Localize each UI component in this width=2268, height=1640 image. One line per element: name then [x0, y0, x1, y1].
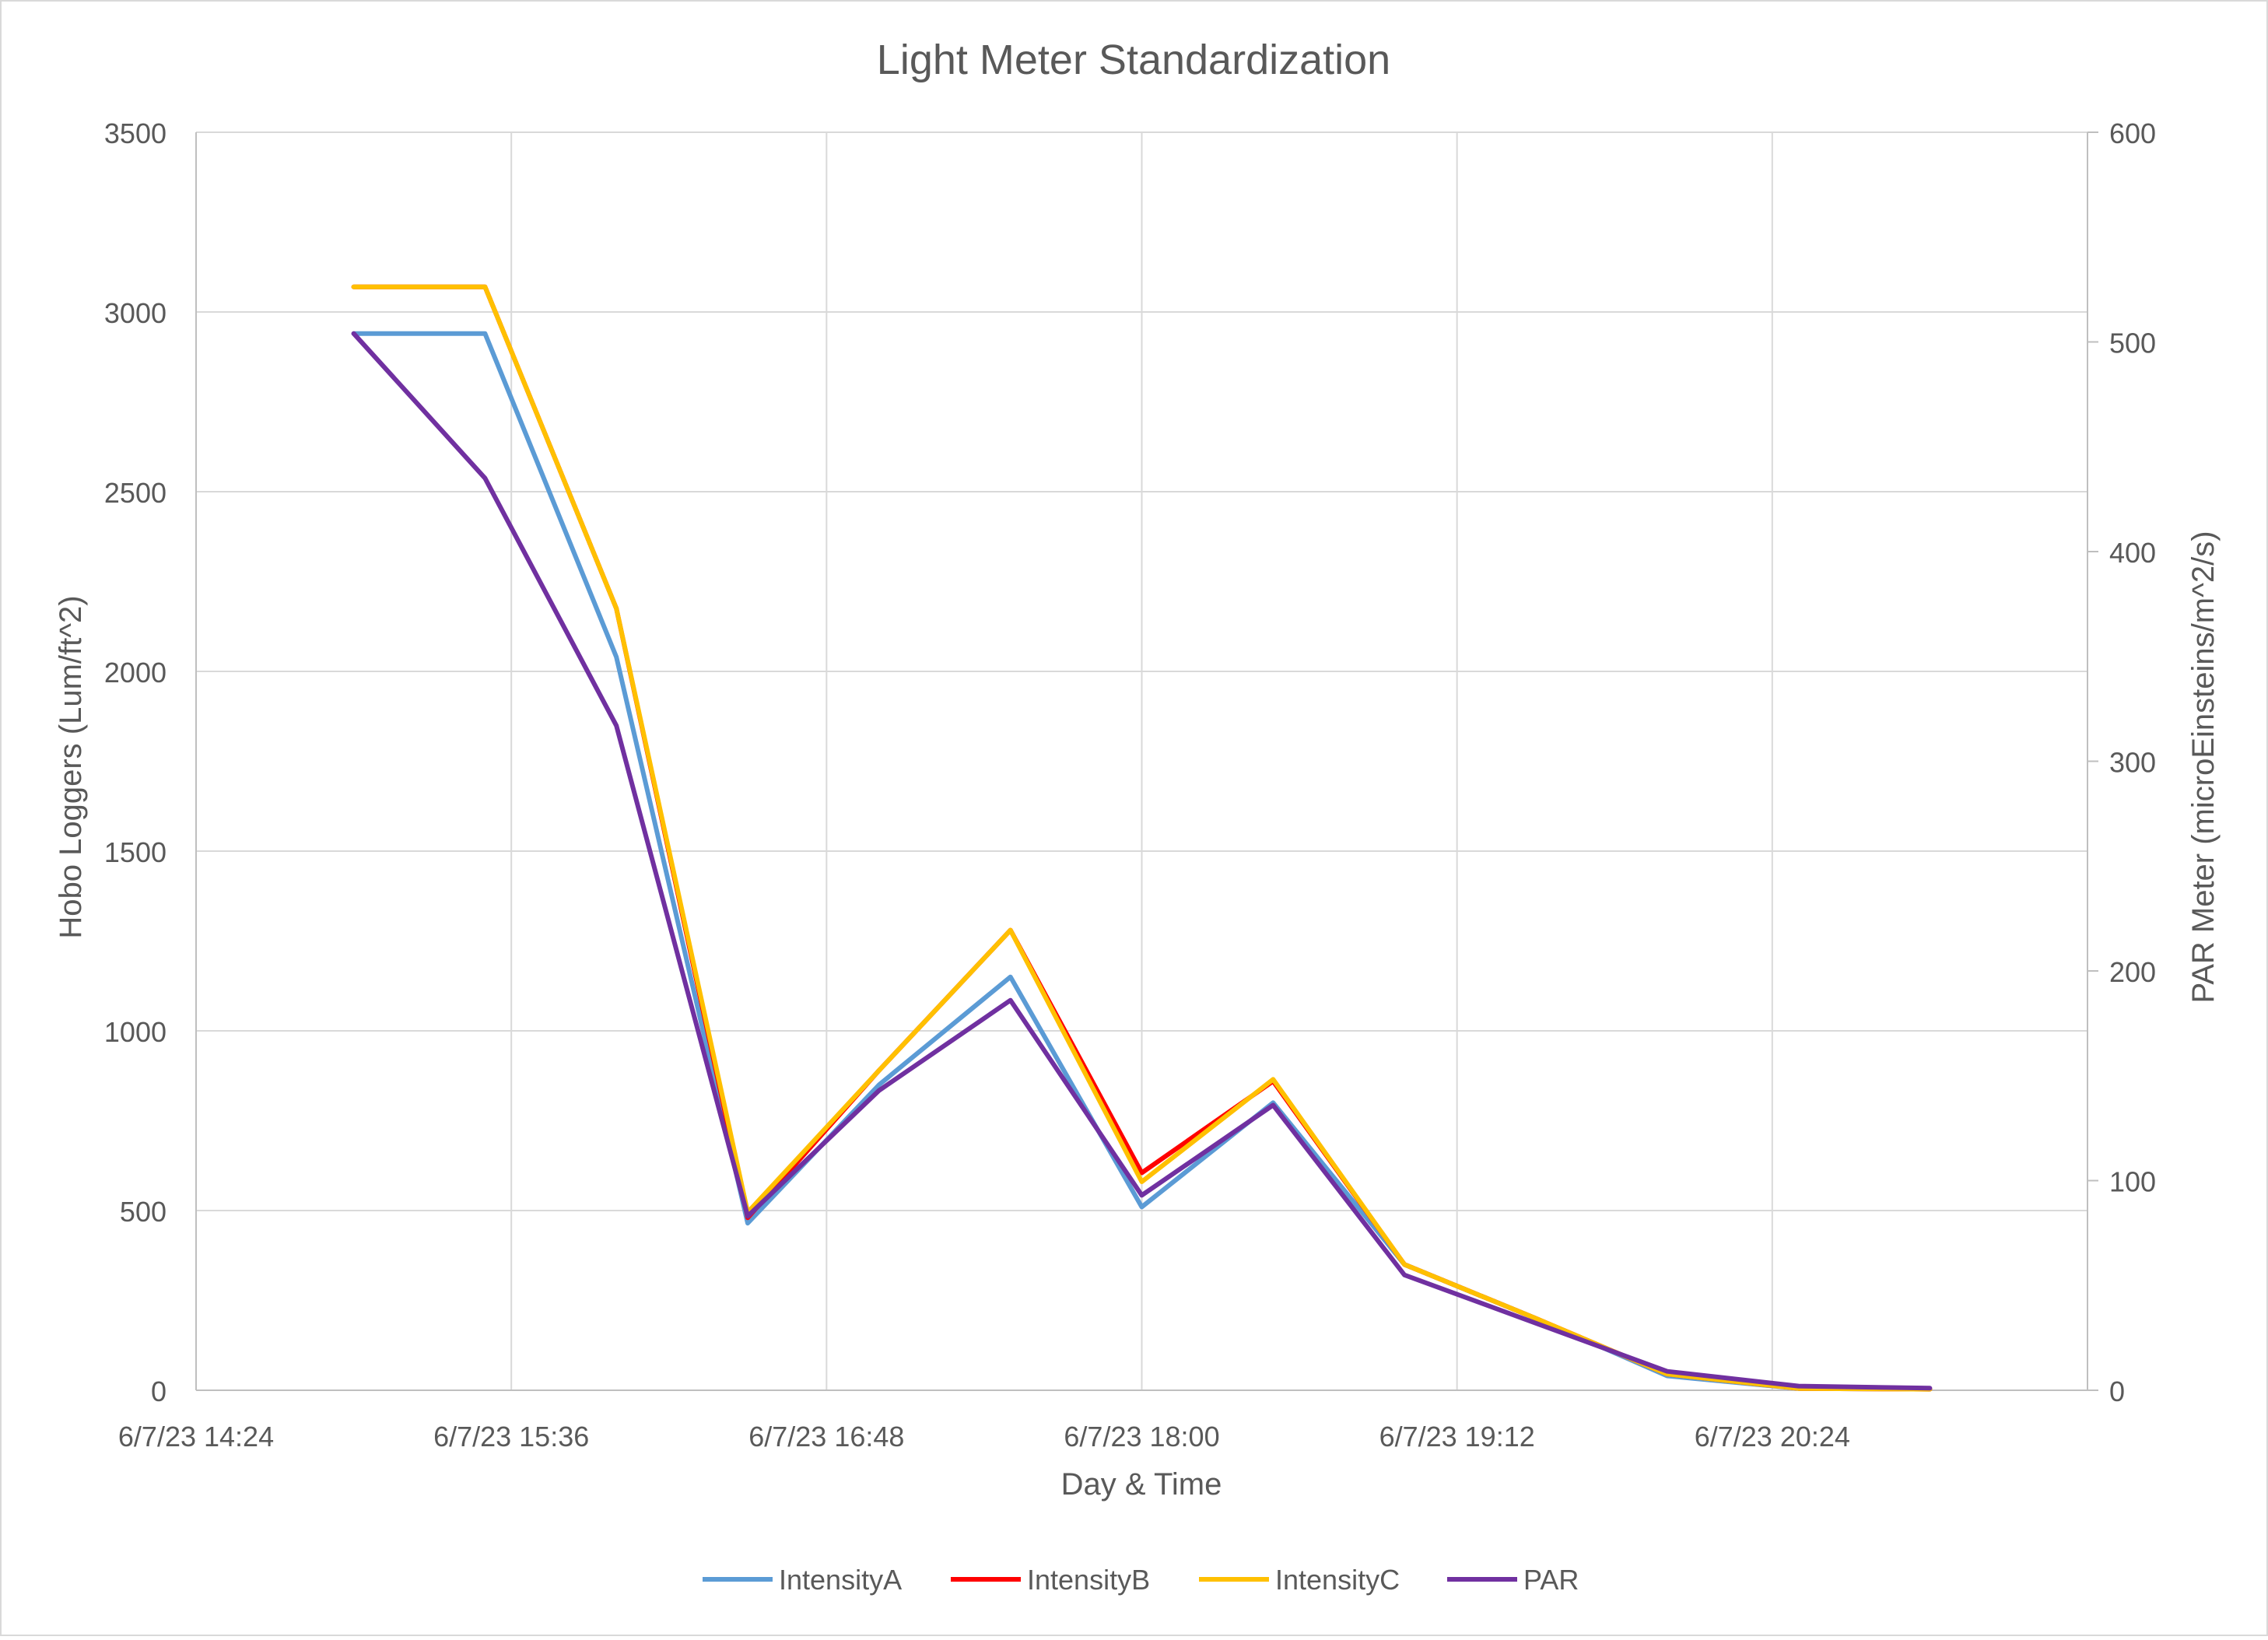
series-line-intensityc: [351, 284, 1933, 1392]
y2-axis-label: PAR Meter (microEinsteins/m^2/s): [2186, 531, 2221, 1003]
x-tick-label: 6/7/23 16:48: [748, 1421, 904, 1453]
axes: 0 500 1000 1500 2000 2500 3000 3500 0 100 200 300 40…: [104, 117, 2156, 1453]
y-tick-label: 3500: [104, 117, 167, 149]
x-tick-label: 6/7/23 19:12: [1379, 1421, 1535, 1453]
legend-label-intensityc: IntensityC: [1275, 1564, 1400, 1596]
y2-tick-label: 400: [2109, 537, 2156, 569]
y2-tick-label: 100: [2109, 1166, 2156, 1198]
y-tick-label: 3000: [104, 297, 167, 329]
y2-tick-label: 500: [2109, 328, 2156, 359]
x-axis-label: Day & Time: [1061, 1467, 1222, 1502]
legend-label-intensitya: IntensityA: [779, 1564, 902, 1596]
y2-tick-label: 600: [2109, 117, 2156, 149]
series-line-par: [351, 331, 1933, 1391]
y2-tick-label: 300: [2109, 747, 2156, 779]
x-tick-label: 6/7/23 18:00: [1064, 1421, 1219, 1453]
y-tick-label: 2500: [104, 477, 167, 509]
y-tick-label: 2000: [104, 657, 167, 689]
y2-tick-label: 0: [2109, 1375, 2125, 1407]
y-tick-label: 0: [151, 1375, 167, 1407]
y2-tick-label: 200: [2109, 956, 2156, 988]
legend: IntensityA IntensityB IntensityC PAR: [703, 1564, 1579, 1596]
y-tick-label: 1000: [104, 1016, 167, 1048]
x-tick-label: 6/7/23 20:24: [1695, 1421, 1850, 1453]
series-lines: [351, 284, 1933, 1392]
x-tick-label: 6/7/23 15:36: [433, 1421, 589, 1453]
y-axis-label: Hobo Loggers (Lum/ft^2): [54, 595, 88, 938]
chart-title: Light Meter Standardization: [877, 37, 1390, 83]
legend-label-par: PAR: [1523, 1564, 1579, 1596]
y-tick-label: 500: [120, 1196, 167, 1228]
y-tick-label: 1500: [104, 836, 167, 868]
legend-label-intensityb: IntensityB: [1027, 1564, 1150, 1596]
x-tick-label: 6/7/23 14:24: [118, 1421, 274, 1453]
